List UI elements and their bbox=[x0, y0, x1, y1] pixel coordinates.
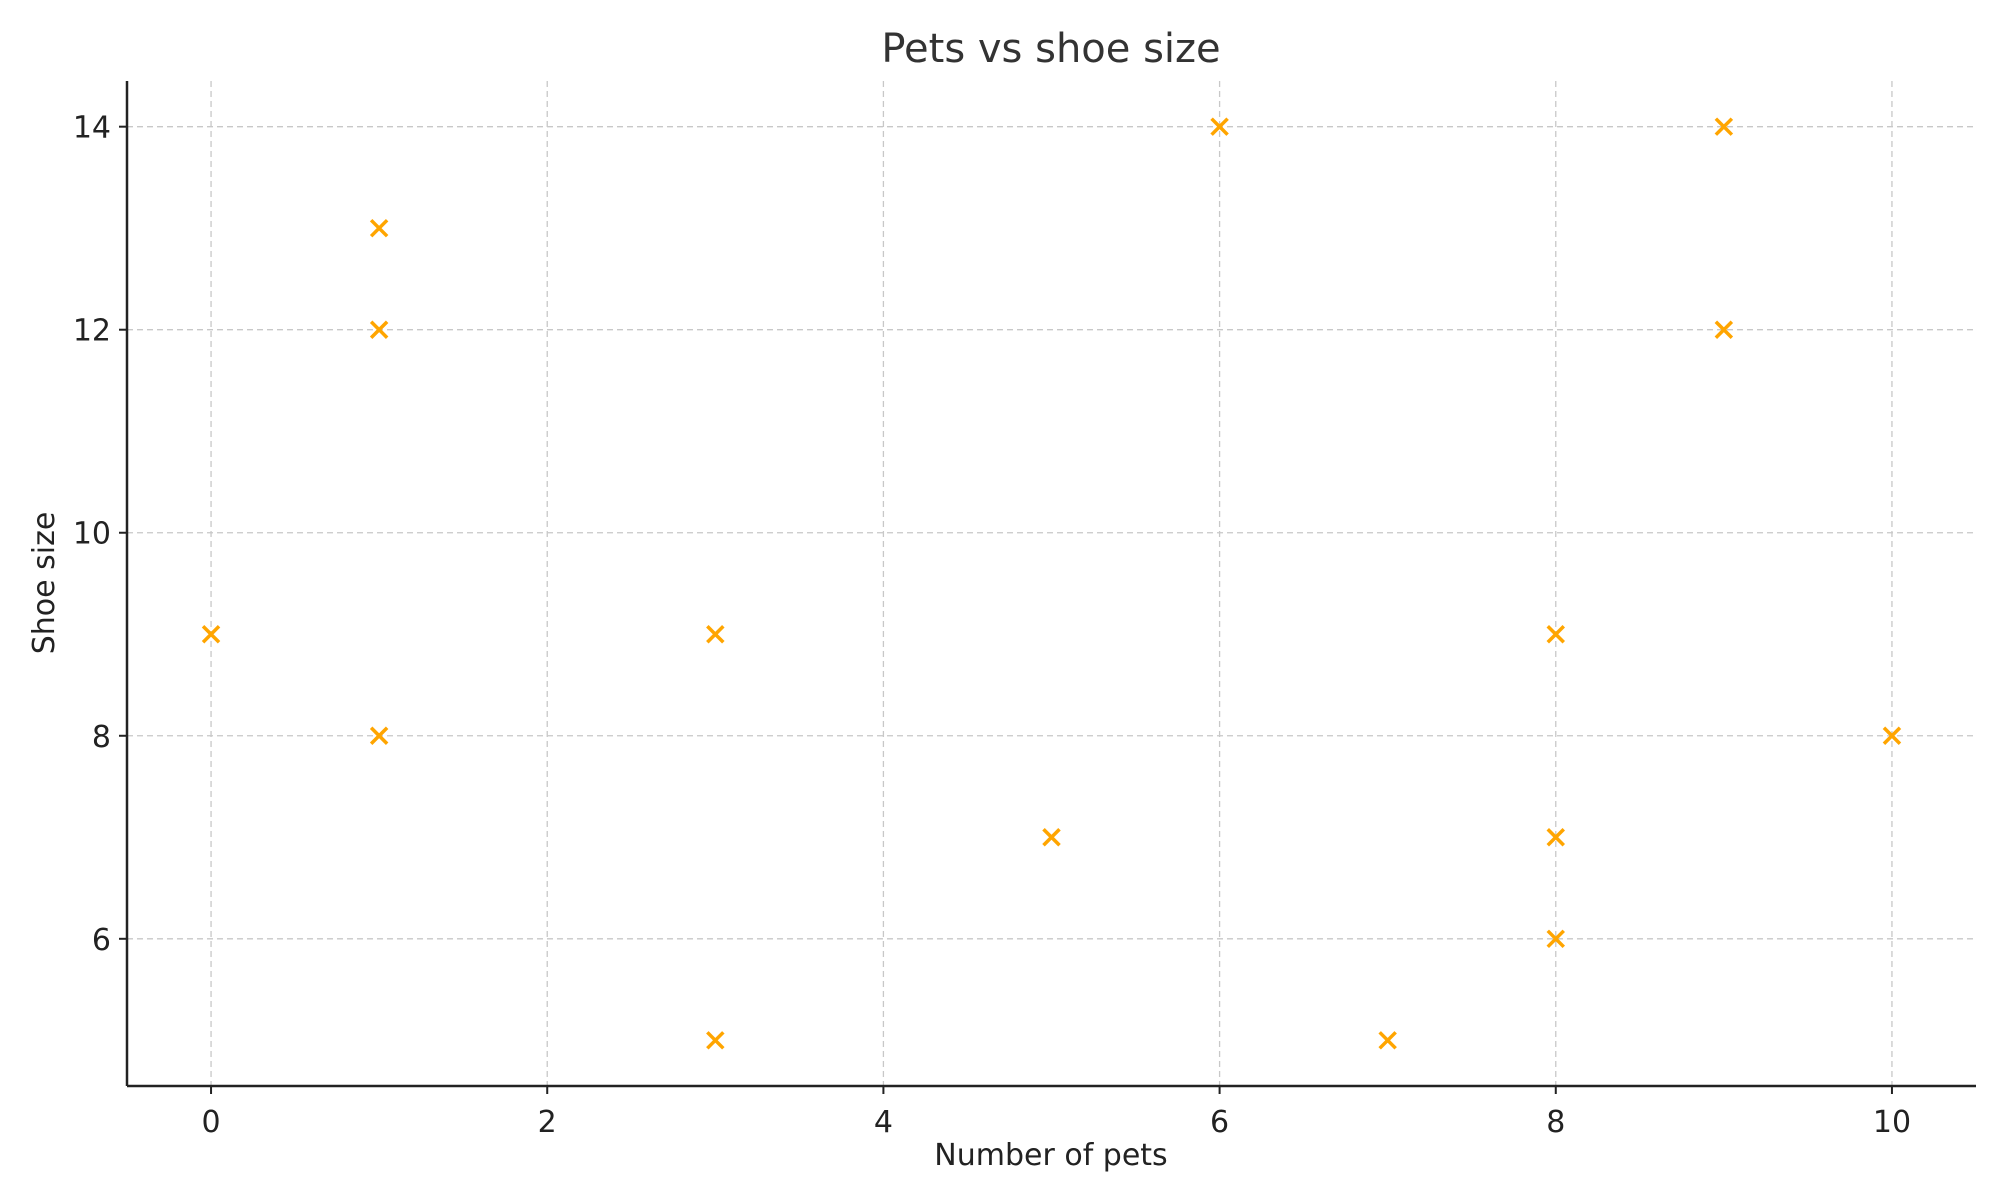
x-tick-label: 2 bbox=[538, 1105, 557, 1140]
data-point bbox=[706, 1031, 725, 1050]
data-point bbox=[1714, 320, 1734, 339]
x-tick-label: 0 bbox=[201, 1105, 220, 1140]
data-point bbox=[1714, 117, 1734, 136]
y-axis-label: Shoe size bbox=[27, 512, 62, 655]
data-point bbox=[1546, 625, 1566, 644]
data-point bbox=[706, 625, 725, 644]
data-point bbox=[369, 320, 389, 339]
data-point bbox=[1210, 117, 1229, 136]
x-axis-label: Number of pets bbox=[934, 1138, 1167, 1173]
y-tick-label: 6 bbox=[92, 923, 111, 958]
data-point bbox=[1378, 1031, 1397, 1050]
x-tick-label: 8 bbox=[1546, 1105, 1565, 1140]
data-point bbox=[369, 218, 389, 238]
data-point bbox=[1546, 929, 1566, 949]
x-tick-label: 10 bbox=[1873, 1105, 1911, 1140]
chart-title: Pets vs shoe size bbox=[881, 26, 1220, 72]
x-tick-label: 4 bbox=[874, 1105, 893, 1140]
x-tick-label: 6 bbox=[1210, 1105, 1229, 1140]
data-point bbox=[1546, 828, 1566, 847]
ticks: 0 2 4 6 8 10 6 8 10 12 14 bbox=[73, 111, 1911, 1140]
y-tick-label: 12 bbox=[73, 314, 111, 349]
data-point bbox=[1042, 828, 1061, 847]
data-point bbox=[201, 625, 221, 644]
grid bbox=[127, 81, 1976, 1086]
data-points bbox=[201, 117, 1902, 1050]
y-tick-label: 8 bbox=[92, 720, 111, 755]
y-tick-label: 14 bbox=[73, 111, 111, 146]
y-tick-label: 10 bbox=[73, 517, 111, 552]
data-point bbox=[369, 726, 389, 746]
data-point bbox=[1882, 726, 1902, 746]
